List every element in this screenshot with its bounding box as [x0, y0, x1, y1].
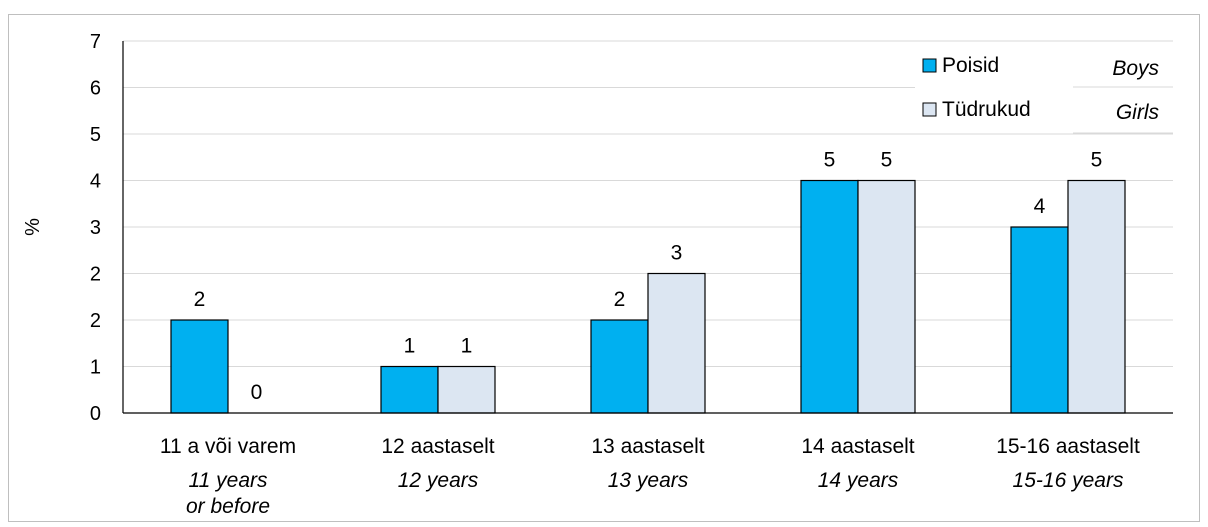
y-tick-label: 4	[90, 171, 101, 193]
x-category-label: 11 a või varem	[160, 435, 296, 458]
bar-tüdrukud-2	[647, 272, 706, 414]
legend-swatch-tüdrukud	[922, 102, 937, 117]
data-label: 0	[251, 381, 263, 404]
bar-tüdrukud-1	[437, 365, 496, 414]
y-tick-label: 2	[90, 264, 101, 286]
x-category-label-en: 11 years	[189, 469, 268, 492]
x-category-label-en: 14 years	[818, 469, 899, 492]
bar-poisid-0	[170, 319, 229, 414]
y-tick-label: 3	[90, 217, 101, 239]
data-label: 5	[824, 149, 836, 172]
data-label: 1	[404, 335, 416, 358]
legend-label-en: Boys	[1112, 57, 1159, 80]
x-category-label-en: 13 years	[608, 469, 689, 492]
y-tick-label: 6	[90, 78, 101, 100]
y-tick-label: 2	[90, 310, 101, 332]
x-category-label: 12 aastaselt	[381, 435, 494, 458]
bar-poisid-1	[380, 365, 439, 414]
legend-box	[915, 43, 1197, 125]
y-tick-label: 1	[90, 357, 101, 379]
data-label: 5	[881, 149, 893, 172]
bar-chart: 0 1 2 2 3 4 5 6 7% 2 1 2 5 4 0 1 3 5 5 11 a või varem 11 yea…	[22, 31, 1197, 518]
bar-poisid-4	[1010, 226, 1069, 414]
legend-label-en: Girls	[1116, 101, 1160, 124]
x-category-label: 15-16 aastaselt	[996, 435, 1140, 458]
chart-frame: 0 1 2 2 3 4 5 6 7% 2 1 2 5 4 0 1 3 5 5 11 a või varem 11 yea…	[8, 14, 1200, 522]
x-category-label-en: or before	[186, 495, 270, 518]
legend-label: Poisid	[942, 54, 999, 77]
x-category-label-en: 15-16 years	[1013, 469, 1124, 492]
y-tick-label: 0	[90, 403, 101, 425]
data-label: 4	[1034, 195, 1046, 218]
data-label: 2	[614, 288, 626, 311]
data-label: 3	[671, 242, 683, 265]
y-tick-label: 5	[90, 124, 101, 146]
legend-swatch-poisid	[922, 58, 937, 73]
bar-poisid-3	[800, 179, 859, 414]
x-category-label-en: 12 years	[398, 469, 479, 492]
x-category-label: 14 aastaselt	[801, 435, 914, 458]
bar-poisid-2	[590, 319, 649, 414]
data-label: 5	[1091, 149, 1103, 172]
data-label: 1	[461, 335, 473, 358]
data-label: 2	[194, 288, 206, 311]
y-tick-label: 7	[90, 31, 101, 53]
bar-tüdrukud-3	[857, 179, 916, 414]
bar-tüdrukud-4	[1067, 179, 1126, 414]
x-category-label: 13 aastaselt	[591, 435, 704, 458]
y-axis-label: %	[22, 218, 44, 236]
legend-label: Tüdrukud	[942, 98, 1031, 121]
